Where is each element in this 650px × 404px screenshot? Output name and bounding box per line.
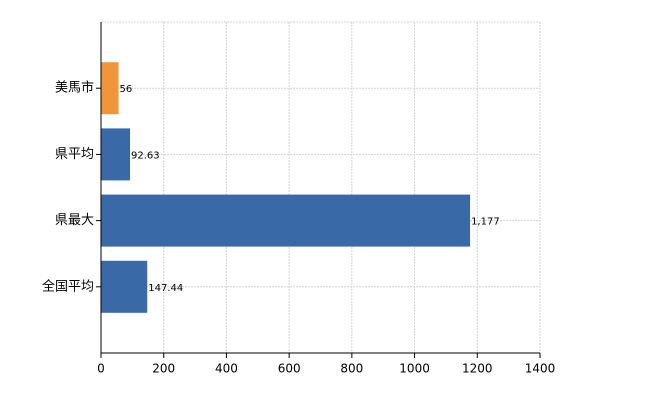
x-tick-label: 800 xyxy=(340,362,363,376)
bar xyxy=(101,260,148,313)
x-tick-label: 600 xyxy=(278,362,301,376)
x-tick-label: 200 xyxy=(152,362,175,376)
value-label: 56 xyxy=(120,84,133,95)
x-tick-label: 0 xyxy=(97,362,105,376)
bar xyxy=(101,128,131,181)
y-tick-label: 県平均 xyxy=(55,147,94,162)
x-tick-label: 1200 xyxy=(462,362,493,376)
value-label: 147.44 xyxy=(148,283,183,294)
value-label: 1,177 xyxy=(471,217,500,228)
value-label: 92.63 xyxy=(131,150,160,161)
y-tick-label: 全国平均 xyxy=(42,278,94,294)
x-tick-label: 1400 xyxy=(525,362,556,376)
x-tick-label: 400 xyxy=(215,362,238,376)
x-tick-label: 1000 xyxy=(399,362,430,376)
bar xyxy=(101,194,471,247)
bar xyxy=(101,62,119,115)
y-tick-label: 美馬市 xyxy=(55,80,94,96)
y-tick-label: 県最大 xyxy=(55,213,94,228)
